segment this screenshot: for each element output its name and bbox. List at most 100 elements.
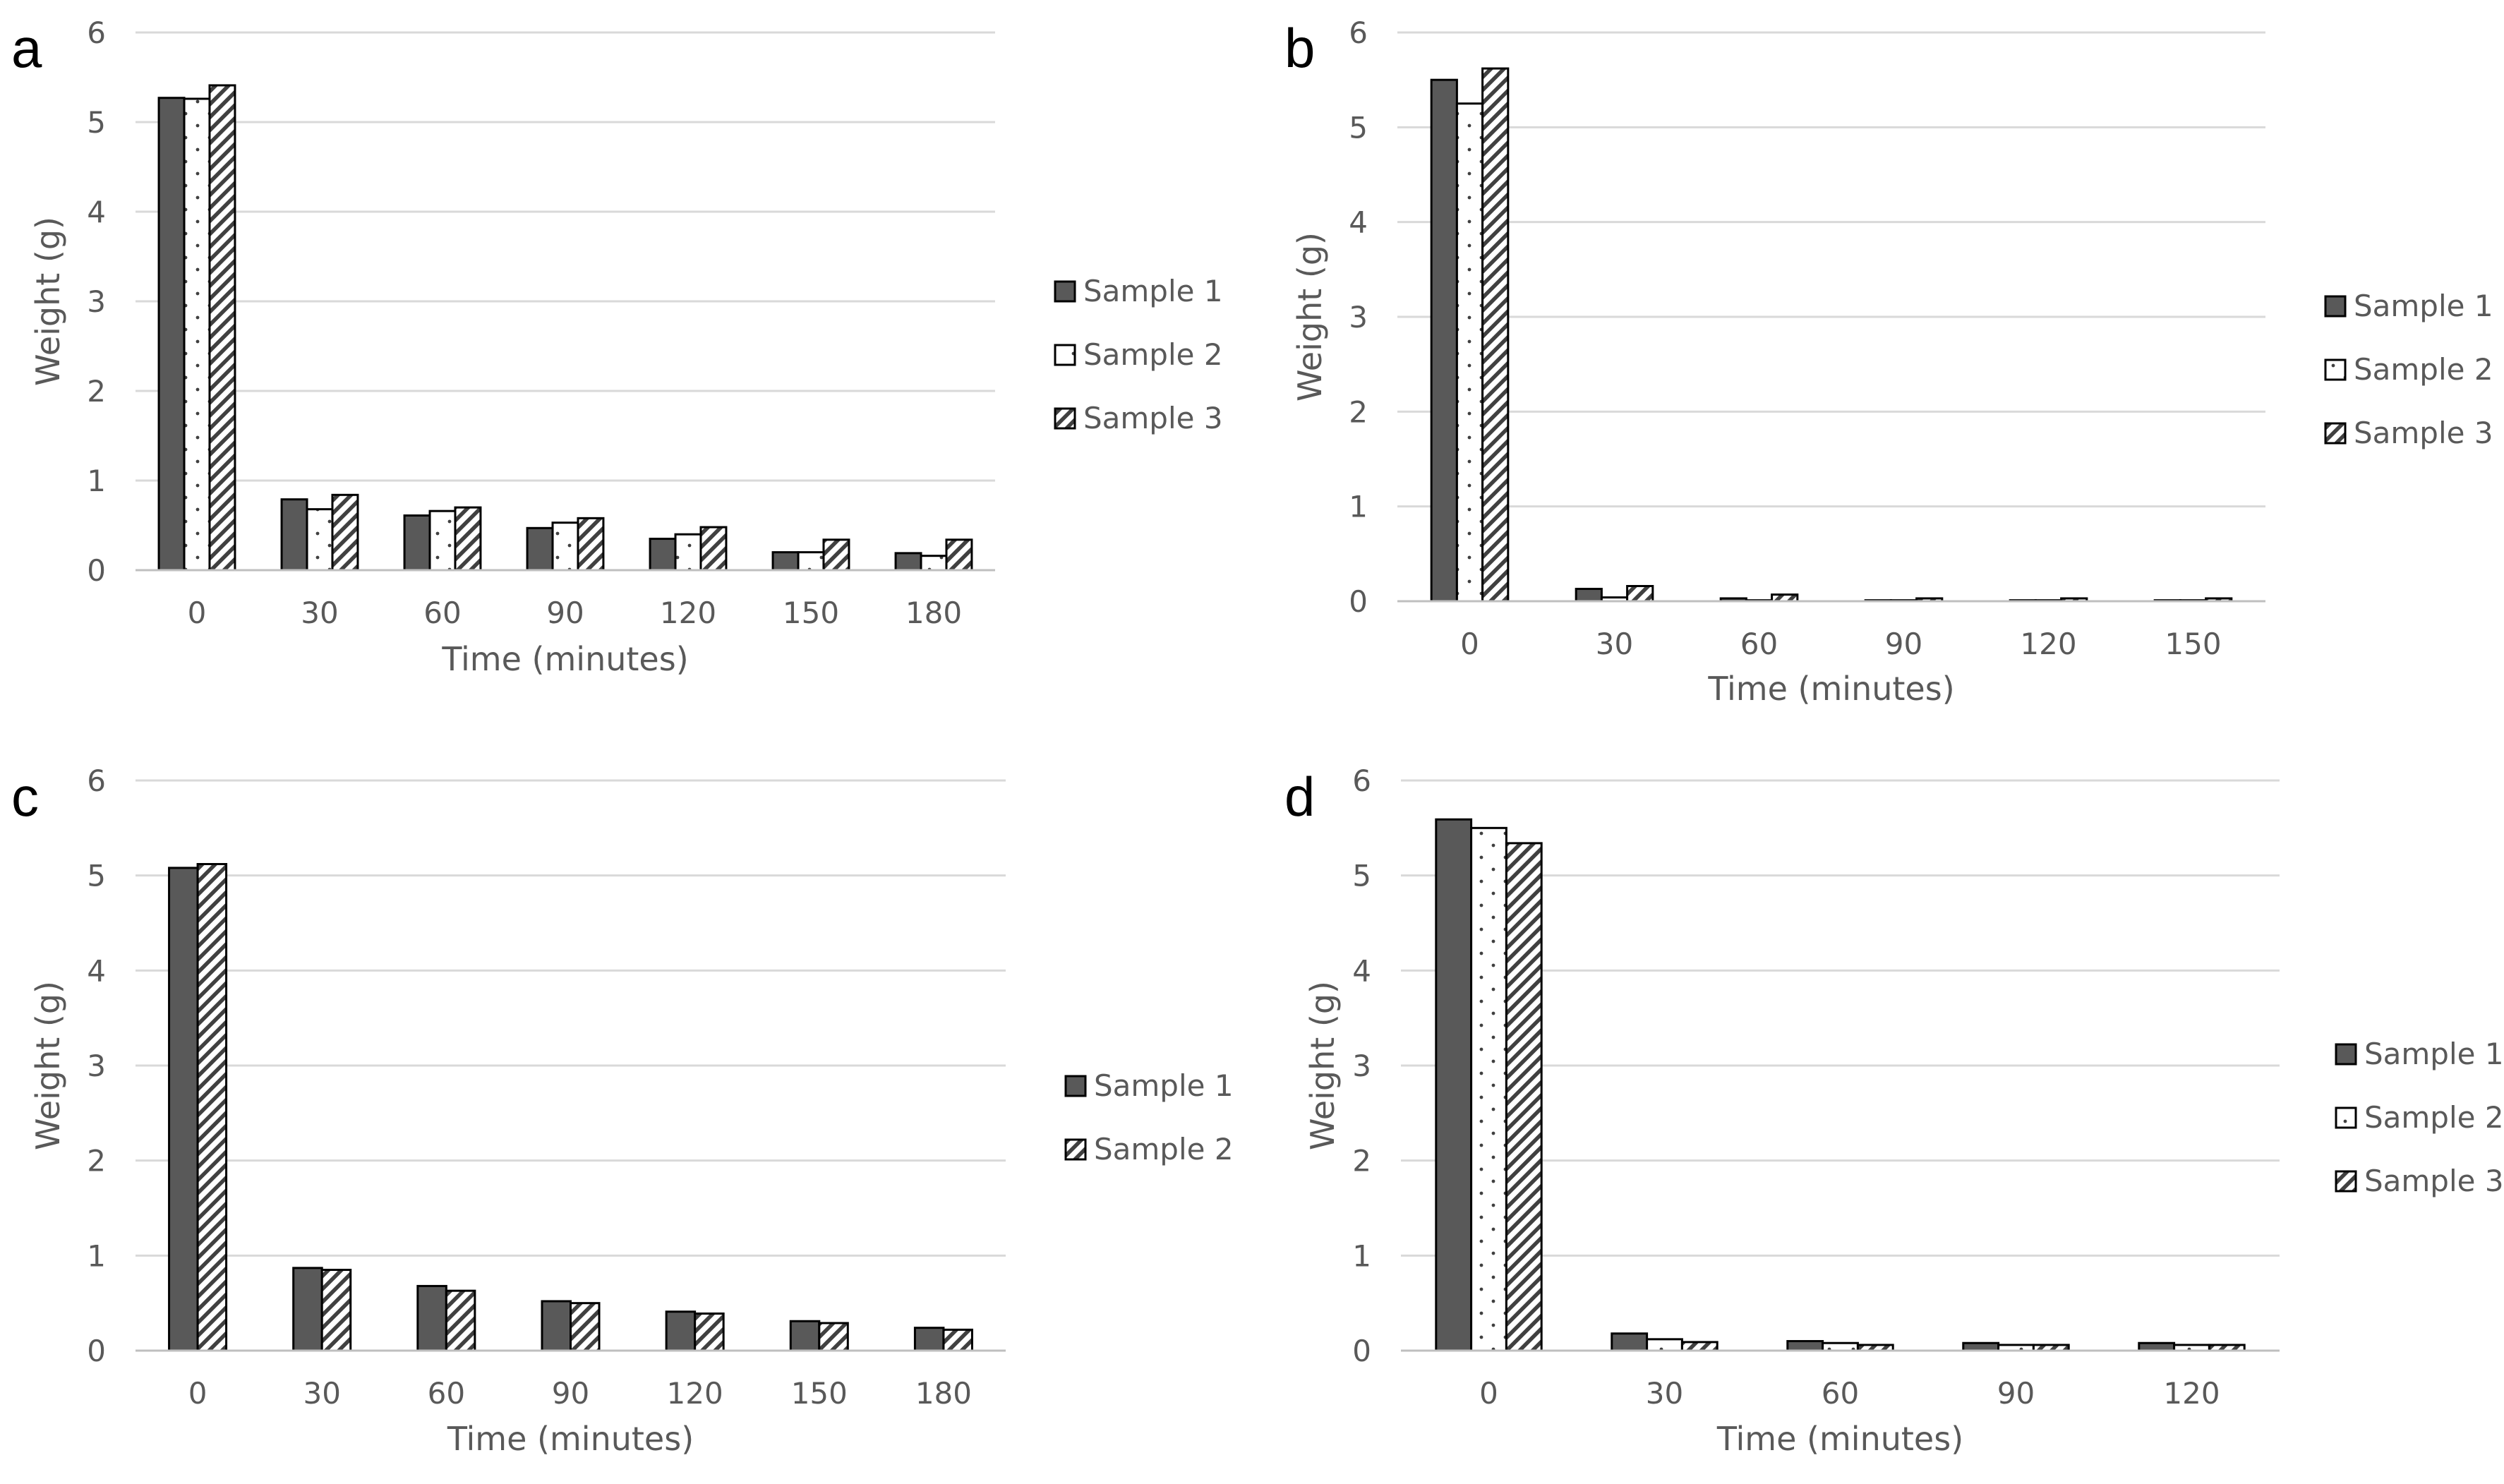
legend-label: Sample 3 bbox=[2364, 1164, 2504, 1198]
legend-label: Sample 1 bbox=[2364, 1037, 2504, 1071]
bar-sample-2 bbox=[1646, 1338, 1683, 1352]
bar-sample-2 bbox=[694, 1312, 725, 1352]
bar-sample-1 bbox=[894, 552, 922, 572]
panel-letter: d bbox=[1284, 766, 1315, 828]
bar-sample-3 bbox=[945, 538, 973, 572]
bar-sample-2 bbox=[306, 508, 334, 572]
y-tick-label: 0 bbox=[1352, 1334, 1371, 1368]
x-axis-title: Time (minutes) bbox=[1707, 670, 1954, 708]
legend-swatch bbox=[1054, 407, 1076, 430]
legend-swatch bbox=[1054, 280, 1076, 303]
bar-sample-1 bbox=[526, 526, 554, 572]
bar-sample-3 bbox=[331, 493, 359, 572]
bar-sample-1 bbox=[1611, 1332, 1649, 1352]
y-tick-label: 3 bbox=[1349, 300, 1368, 334]
bar-sample-1 bbox=[541, 1300, 572, 1352]
legend-swatch bbox=[1064, 1138, 1087, 1161]
legend-label: Sample 1 bbox=[1094, 1068, 1234, 1103]
x-tick-label: 60 bbox=[428, 1376, 465, 1411]
x-tick-label: 180 bbox=[905, 596, 962, 630]
y-tick-label: 5 bbox=[87, 859, 106, 893]
bar-sample-1 bbox=[280, 498, 308, 572]
legend: Sample 1 Sample 2 Sample 3 bbox=[1054, 274, 1223, 435]
x-tick-label: 0 bbox=[1460, 627, 1479, 661]
bar-sample-1 bbox=[416, 1284, 447, 1352]
legend-swatch bbox=[2324, 358, 2347, 381]
legend-label: Sample 2 bbox=[1083, 337, 1223, 372]
bar-sample-1 bbox=[292, 1267, 323, 1352]
legend-label: Sample 2 bbox=[2364, 1100, 2504, 1135]
bar-sample-2 bbox=[942, 1328, 973, 1352]
bar-sample-2 bbox=[1822, 1341, 1859, 1352]
bar-sample-3 bbox=[1680, 1341, 1719, 1352]
y-tick-label: 1 bbox=[87, 1238, 106, 1273]
y-tick-label: 1 bbox=[87, 464, 106, 498]
x-tick-label: 180 bbox=[915, 1376, 972, 1411]
y-tick-label: 6 bbox=[87, 16, 106, 50]
x-tick-label: 0 bbox=[188, 1376, 207, 1411]
bar-sample-1 bbox=[1435, 818, 1473, 1352]
legend: Sample 1 Sample 2 Sample 3 bbox=[2324, 289, 2493, 450]
x-tick-label: 120 bbox=[660, 596, 716, 630]
x-tick-label: 30 bbox=[303, 1376, 340, 1411]
y-tick-label: 3 bbox=[1352, 1049, 1371, 1083]
y-tick-label: 2 bbox=[1349, 394, 1368, 429]
bar-sample-3 bbox=[822, 538, 850, 572]
legend-swatch bbox=[2324, 422, 2347, 445]
y-tick-label: 5 bbox=[1349, 110, 1368, 145]
bar-sample-2 bbox=[1455, 102, 1484, 603]
bar-sample-1 bbox=[2138, 1341, 2176, 1352]
x-tick-label: 120 bbox=[667, 1376, 723, 1411]
panel-letter: a bbox=[11, 17, 42, 79]
y-tick-label: 5 bbox=[1352, 859, 1371, 893]
bar-sample-3 bbox=[1626, 585, 1654, 603]
y-tick-label: 0 bbox=[1349, 584, 1368, 619]
bar-sample-1 bbox=[1962, 1341, 2000, 1352]
x-axis-title: Time (minutes) bbox=[447, 1420, 694, 1458]
legend-swatch bbox=[1054, 344, 1076, 366]
bar-sample-3 bbox=[208, 84, 236, 572]
panel-letter: b bbox=[1284, 17, 1315, 79]
panel-letter: c bbox=[11, 766, 39, 828]
x-tick-label: 120 bbox=[2020, 627, 2076, 661]
bar-sample-2 bbox=[570, 1302, 601, 1352]
x-tick-label: 90 bbox=[552, 1376, 589, 1411]
x-tick-label: 150 bbox=[783, 596, 839, 630]
y-tick-label: 3 bbox=[87, 284, 106, 319]
y-tick-label: 4 bbox=[87, 195, 106, 229]
x-tick-label: 60 bbox=[423, 596, 461, 630]
y-tick-label: 2 bbox=[87, 1144, 106, 1178]
legend-swatch bbox=[2324, 295, 2347, 318]
bar-sample-2 bbox=[320, 1269, 352, 1352]
x-tick-label: 150 bbox=[791, 1376, 848, 1411]
y-axis-title: Weight (g) bbox=[1304, 981, 1342, 1150]
bar-sample-1 bbox=[157, 97, 186, 572]
legend-label: Sample 1 bbox=[1083, 274, 1223, 308]
x-axis-title: Time (minutes) bbox=[441, 640, 688, 678]
legend-swatch bbox=[2335, 1106, 2357, 1129]
y-tick-label: 5 bbox=[87, 105, 106, 140]
y-tick-label: 4 bbox=[1352, 953, 1371, 988]
y-tick-label: 6 bbox=[87, 764, 106, 798]
legend-label: Sample 1 bbox=[2354, 289, 2493, 323]
bar-sample-1 bbox=[789, 1320, 821, 1352]
legend-swatch bbox=[2335, 1170, 2357, 1193]
y-tick-label: 2 bbox=[87, 374, 106, 409]
x-tick-label: 0 bbox=[188, 596, 207, 630]
y-tick-label: 0 bbox=[87, 1334, 106, 1368]
bar-sample-3 bbox=[577, 517, 605, 572]
bar-sample-1 bbox=[649, 538, 677, 572]
y-tick-label: 0 bbox=[87, 553, 106, 588]
y-tick-label: 1 bbox=[1349, 490, 1368, 524]
x-tick-label: 0 bbox=[1479, 1376, 1498, 1411]
bar-sample-2 bbox=[920, 555, 948, 572]
x-tick-label: 120 bbox=[2163, 1376, 2220, 1411]
y-tick-label: 4 bbox=[1349, 205, 1368, 240]
legend-label: Sample 2 bbox=[2354, 352, 2493, 387]
x-axis-title: Time (minutes) bbox=[1716, 1420, 1963, 1458]
y-tick-label: 3 bbox=[87, 1049, 106, 1083]
